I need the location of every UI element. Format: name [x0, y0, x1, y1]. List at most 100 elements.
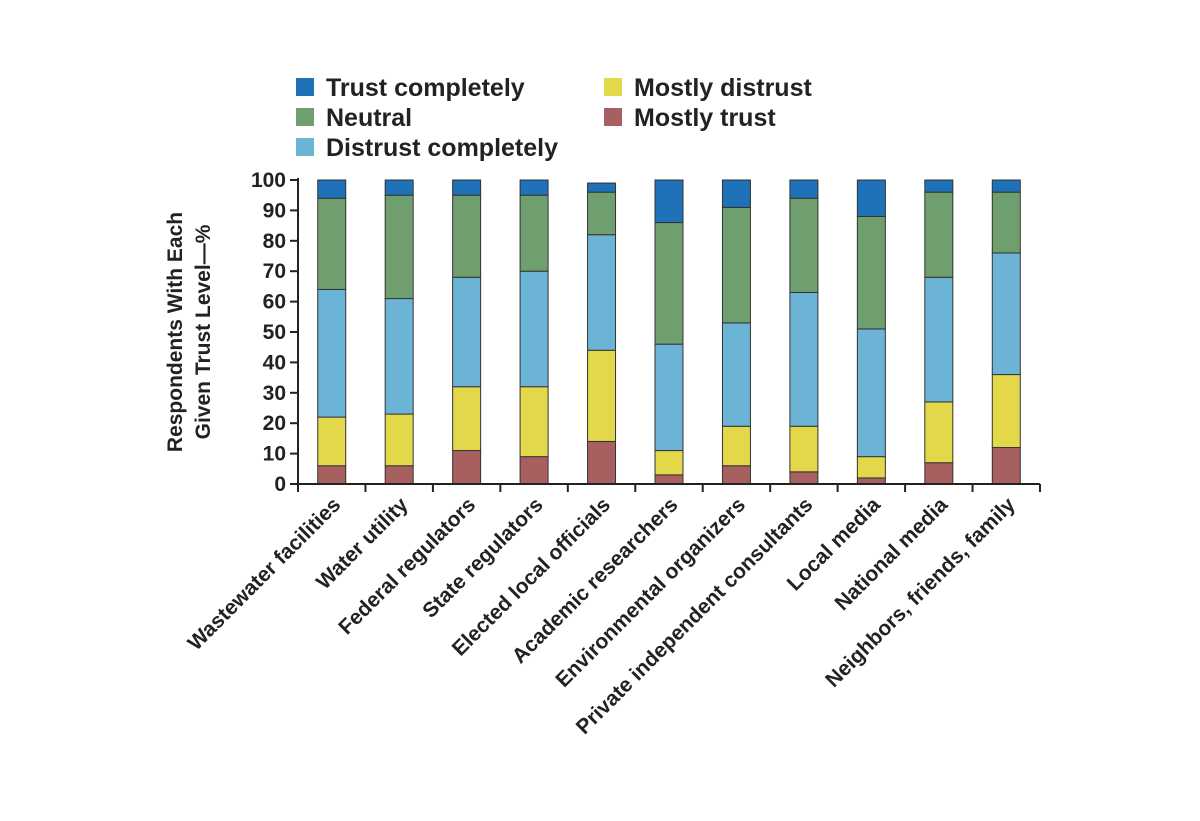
bar-segment-mostly-distrust [519, 386, 549, 458]
legend-swatch-mostly-distrust [604, 78, 622, 96]
bar-segment-trust-completely [924, 179, 954, 193]
bar-stack-water-utility [384, 179, 414, 485]
legend-swatch-trust-completely [296, 78, 314, 96]
x-category-label: National media [830, 493, 952, 615]
legend-item-neutral: Neutral [296, 104, 412, 132]
bar-segment-neutral [587, 191, 617, 236]
bars [317, 179, 1021, 485]
bar-segment-neutral [452, 194, 482, 278]
bar-stack-academic-researchers [654, 179, 684, 485]
bar-segment-neutral [519, 194, 549, 272]
bar-segment-distrust-completely [924, 276, 954, 403]
bar-segment-neutral [789, 197, 819, 293]
y-tick-label: 100 [251, 169, 286, 192]
bar-stack-private-independent-consultants [789, 179, 819, 485]
y-tick-label: 40 [263, 351, 286, 374]
bar-segment-distrust-completely [856, 328, 886, 458]
bar-stack-elected-local-officials [587, 182, 617, 485]
bar-segment-mostly-trust [654, 474, 684, 485]
bar-segment-distrust-completely [721, 322, 751, 427]
bar-segment-trust-completely [991, 179, 1021, 193]
y-tick-label: 60 [263, 291, 286, 314]
bar-segment-distrust-completely [789, 291, 819, 427]
bar-segment-trust-completely [856, 179, 886, 217]
bar-segment-mostly-trust [721, 465, 751, 485]
bar-segment-distrust-completely [317, 288, 347, 418]
bar-segment-mostly-distrust [384, 413, 414, 467]
bar-segment-trust-completely [317, 179, 347, 199]
bar-segment-mostly-trust [587, 440, 617, 485]
bar-segment-trust-completely [721, 179, 751, 208]
y-tick-label: 50 [263, 321, 286, 344]
bar-segment-neutral [721, 206, 751, 324]
bar-stack-environmental-organizers [721, 179, 751, 485]
bar-segment-mostly-trust [317, 465, 347, 485]
legend-swatch-distrust-completely [296, 138, 314, 156]
bar-stack-neighbors-friends-family [991, 179, 1021, 485]
bar-segment-distrust-completely [519, 270, 549, 388]
bar-segment-distrust-completely [587, 234, 617, 351]
bar-segment-mostly-distrust [924, 401, 954, 464]
bar-segment-mostly-trust [789, 471, 819, 485]
bar-segment-trust-completely [587, 182, 617, 193]
bar-segment-mostly-trust [452, 450, 482, 485]
legend-label-trust-completely: Trust completely [326, 74, 525, 102]
y-axis-title: Respondents With Each Given Trust Level—% [164, 212, 215, 452]
legend-swatch-neutral [296, 108, 314, 126]
bar-stack-state-regulators [519, 179, 549, 485]
legend-swatch-mostly-trust [604, 108, 622, 126]
legend-label-neutral: Neutral [326, 104, 412, 132]
bar-segment-neutral [384, 194, 414, 300]
legend-item-mostly-distrust: Mostly distrust [604, 74, 812, 102]
legend-label-mostly-distrust: Mostly distrust [634, 74, 812, 102]
bar-segment-mostly-trust [519, 456, 549, 485]
legend-label-mostly-trust: Mostly trust [634, 104, 776, 132]
bar-segment-trust-completely [654, 179, 684, 224]
bar-stack-wastewater-facilities [317, 179, 347, 485]
bar-segment-mostly-distrust [991, 374, 1021, 449]
bar-segment-distrust-completely [452, 276, 482, 388]
bar-segment-mostly-trust [384, 465, 414, 485]
bar-stack-federal-regulators [452, 179, 482, 485]
bar-segment-neutral [924, 191, 954, 278]
bar-segment-mostly-distrust [789, 425, 819, 473]
y-tick-label: 70 [263, 260, 286, 283]
bar-segment-mostly-trust [991, 447, 1021, 485]
legend-label-distrust-completely: Distrust completely [326, 134, 558, 162]
y-tick-label: 90 [263, 199, 286, 222]
y-axis: 0 10 20 30 40 50 60 70 80 90 100 [251, 169, 298, 496]
bar-segment-mostly-distrust [856, 456, 886, 479]
bar-stack-national-media [924, 179, 954, 485]
bar-segment-trust-completely [519, 179, 549, 196]
axes [297, 178, 1041, 492]
bar-stack-local-media [856, 179, 886, 485]
bar-segment-distrust-completely [991, 252, 1021, 376]
bar-segment-trust-completely [789, 179, 819, 199]
bar-segment-mostly-distrust [721, 425, 751, 467]
y-axis-title-line-1: Respondents With Each [164, 212, 187, 452]
y-tick-label: 80 [263, 230, 286, 253]
bar-segment-distrust-completely [654, 343, 684, 452]
bar-segment-mostly-trust [924, 462, 954, 485]
bar-segment-trust-completely [384, 179, 414, 196]
bar-segment-trust-completely [452, 179, 482, 196]
y-tick-label: 10 [263, 443, 286, 466]
legend-item-trust-completely: Trust completely [296, 74, 525, 102]
bar-segment-distrust-completely [384, 298, 414, 415]
x-category-label: State regulators [418, 493, 547, 622]
bar-segment-neutral [856, 215, 886, 330]
legend-item-distrust-completely: Distrust completely [296, 134, 558, 162]
x-category-label: Private independent consultants [572, 493, 818, 739]
bar-segment-mostly-distrust [452, 386, 482, 452]
bar-segment-mostly-distrust [317, 416, 347, 467]
bar-segment-mostly-distrust [654, 450, 684, 476]
bar-segment-mostly-distrust [587, 349, 617, 442]
bar-segment-neutral [654, 222, 684, 345]
y-tick-label: 20 [263, 412, 286, 435]
bar-segment-neutral [991, 191, 1021, 254]
y-tick-label: 30 [263, 382, 286, 405]
bar-segment-neutral [317, 197, 347, 290]
